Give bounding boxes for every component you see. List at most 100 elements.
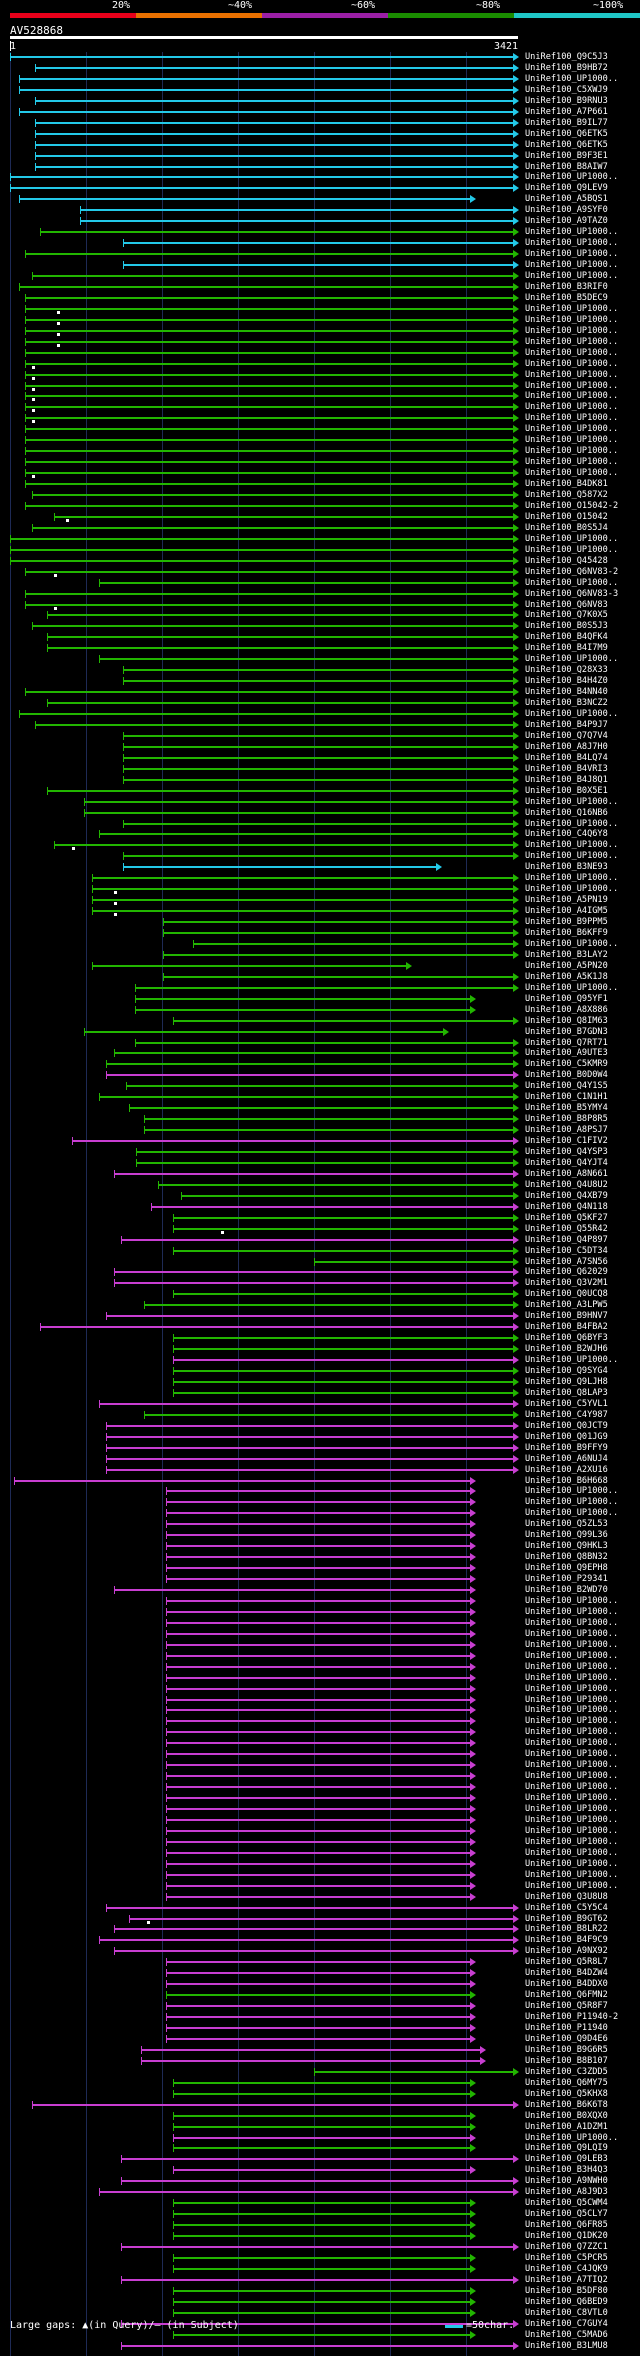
hit-alignment-bar[interactable]	[180, 1194, 514, 1197]
hit-row[interactable]: UniRef100_UP1000..	[0, 1782, 640, 1793]
hit-row[interactable]: UniRef100_B9PPM5	[0, 917, 640, 928]
hit-alignment-bar[interactable]	[165, 1862, 471, 1865]
hit-label[interactable]: UniRef100_UP1000..	[525, 260, 619, 271]
hit-row[interactable]: UniRef100_UP1000..	[0, 1848, 640, 1859]
hit-alignment-bar[interactable]	[54, 844, 514, 847]
hit-row[interactable]: UniRef100_UP1000..	[0, 1629, 640, 1640]
hit-row[interactable]: UniRef100_B9RNU3	[0, 96, 640, 107]
hit-alignment-bar[interactable]	[173, 2147, 471, 2150]
hit-row[interactable]: UniRef100_A4IGM5	[0, 906, 640, 917]
hit-alignment-bar[interactable]	[143, 1304, 514, 1307]
hit-row[interactable]: UniRef100_UP1000..	[0, 654, 640, 665]
hit-row[interactable]: UniRef100_UP1000..	[0, 402, 640, 413]
hit-label[interactable]: UniRef100_Q9LEV9	[525, 183, 608, 194]
hit-alignment-bar[interactable]	[162, 921, 514, 924]
hit-label[interactable]: UniRef100_A7TIQ2	[525, 2274, 608, 2285]
hit-label[interactable]: UniRef100_A5K1J8	[525, 971, 608, 982]
hit-row[interactable]: UniRef100_P29341	[0, 1574, 640, 1585]
hit-alignment-bar[interactable]	[10, 187, 514, 190]
hit-row[interactable]: UniRef100_B4J8Q1	[0, 775, 640, 786]
hit-alignment-bar[interactable]	[18, 713, 514, 715]
hit-row[interactable]: UniRef100_UP1000..	[0, 370, 640, 381]
hit-label[interactable]: UniRef100_Q3U8U8	[525, 1891, 608, 1902]
hit-label[interactable]: UniRef100_Q8IM63	[525, 1015, 608, 1026]
hit-alignment-bar[interactable]	[165, 1961, 471, 1964]
hit-row[interactable]: UniRef100_Q6ETK5	[0, 129, 640, 140]
hit-label[interactable]: UniRef100_Q6NV83-2	[525, 566, 619, 577]
hit-row[interactable]: UniRef100_Q9SYG4	[0, 1366, 640, 1377]
hit-row[interactable]: UniRef100_B5DEC9	[0, 293, 640, 304]
hit-label[interactable]: UniRef100_C7GUY4	[525, 2318, 608, 2329]
hit-label[interactable]: UniRef100_A1DZM1	[525, 2121, 608, 2132]
hit-row[interactable]: UniRef100_Q6ETK5	[0, 140, 640, 151]
hit-row[interactable]: UniRef100_B8LR22	[0, 1924, 640, 1935]
hit-row[interactable]: UniRef100_C5DT34	[0, 1246, 640, 1257]
hit-label[interactable]: UniRef100_P11940-2	[525, 2012, 619, 2023]
hit-alignment-bar[interactable]	[165, 1632, 471, 1635]
hit-row[interactable]: UniRef100_B4DK81	[0, 479, 640, 490]
hit-alignment-bar[interactable]	[165, 1753, 471, 1756]
hit-label[interactable]: UniRef100_C1FIV2	[525, 1136, 608, 1147]
hit-label[interactable]: UniRef100_Q6ETK5	[525, 139, 608, 150]
hit-label[interactable]: UniRef100_Q28X33	[525, 665, 608, 676]
hit-row[interactable]: UniRef100_Q9EPH8	[0, 1563, 640, 1574]
hit-alignment-bar[interactable]	[35, 121, 514, 124]
hit-label[interactable]: UniRef100_B6H668	[525, 1475, 608, 1486]
hit-row[interactable]: UniRef100_UP1000..	[0, 326, 640, 337]
hit-row[interactable]: UniRef100_Q9D4E6	[0, 2034, 640, 2045]
hit-alignment-bar[interactable]	[24, 296, 514, 299]
hit-label[interactable]: UniRef100_Q5CWM4	[525, 2198, 608, 2209]
hit-label[interactable]: UniRef100_UP1000..	[525, 1847, 619, 1858]
hit-row[interactable]: UniRef100_Q3U8U8	[0, 1892, 640, 1903]
hit-row[interactable]: UniRef100_Q8IM63	[0, 1016, 640, 1027]
hit-label[interactable]: UniRef100_UP1000..	[525, 172, 619, 183]
hit-alignment-bar[interactable]	[162, 953, 514, 956]
hit-label[interactable]: UniRef100_UP1000..	[525, 1825, 619, 1836]
hit-label[interactable]: UniRef100_UP1000..	[525, 249, 619, 260]
hit-row[interactable]: UniRef100_C8VTL0	[0, 2308, 640, 2319]
hit-alignment-bar[interactable]	[165, 1731, 471, 1734]
hit-row[interactable]: UniRef100_Q7Q7V4	[0, 731, 640, 742]
hit-alignment-bar[interactable]	[24, 307, 514, 310]
hit-alignment-bar[interactable]	[24, 253, 514, 256]
hit-alignment-bar[interactable]	[121, 1238, 514, 1241]
hit-label[interactable]: UniRef100_B8P8R5	[525, 1114, 608, 1125]
hit-row[interactable]: UniRef100_B9FFY9	[0, 1443, 640, 1454]
hit-row[interactable]: UniRef100_Q5R8L7	[0, 1957, 640, 1968]
hit-alignment-bar[interactable]	[173, 2256, 471, 2259]
hit-row[interactable]: UniRef100_B0S5J3	[0, 621, 640, 632]
hit-row[interactable]: UniRef100_C5Y5C4	[0, 1903, 640, 1914]
hit-alignment-bar[interactable]	[314, 1260, 514, 1263]
hit-label[interactable]: UniRef100_UP1000..	[525, 391, 619, 402]
hit-alignment-bar[interactable]	[39, 1326, 514, 1329]
hit-alignment-bar[interactable]	[173, 1337, 514, 1340]
hit-row[interactable]: UniRef100_UP1000..	[0, 1497, 640, 1508]
hit-label[interactable]: UniRef100_B8B107	[525, 2055, 608, 2066]
hit-row[interactable]: UniRef100_UP1000..	[0, 1662, 640, 1673]
hit-row[interactable]: UniRef100_UP1000..	[0, 1684, 640, 1695]
hit-label[interactable]: UniRef100_B3NCZ2	[525, 698, 608, 709]
hit-label[interactable]: UniRef100_C4JQK9	[525, 2263, 608, 2274]
hit-row[interactable]: UniRef100_Q0UCQ8	[0, 1289, 640, 1300]
hit-alignment-bar[interactable]	[165, 1578, 471, 1581]
hit-alignment-bar[interactable]	[32, 2103, 514, 2106]
hit-alignment-bar[interactable]	[165, 1895, 471, 1898]
hit-row[interactable]: UniRef100_A8J7H0	[0, 742, 640, 753]
hit-label[interactable]: UniRef100_Q4YSP3	[525, 1147, 608, 1157]
hit-alignment-bar[interactable]	[134, 1008, 471, 1011]
hit-row[interactable]: UniRef100_UP1000..	[0, 249, 640, 260]
hit-row[interactable]: UniRef100_UP1000..	[0, 413, 640, 424]
hit-label[interactable]: UniRef100_UP1000..	[525, 325, 619, 336]
hit-label[interactable]: UniRef100_UP1000..	[525, 1617, 619, 1628]
hit-label[interactable]: UniRef100_Q9LQI9	[525, 2143, 608, 2154]
hit-row[interactable]: UniRef100_Q6MY75	[0, 2078, 640, 2089]
hit-label[interactable]: UniRef100_A5PN19	[525, 895, 608, 906]
hit-label[interactable]: UniRef100_A7P661	[525, 106, 608, 117]
hit-row[interactable]: UniRef100_UP1000..	[0, 1651, 640, 1662]
hit-label[interactable]: UniRef100_Q3V2M1	[525, 1278, 608, 1289]
hit-row[interactable]: UniRef100_B0D0W4	[0, 1070, 640, 1081]
hit-label[interactable]: UniRef100_A8J9D3	[525, 2187, 608, 2198]
hit-alignment-bar[interactable]	[122, 866, 437, 869]
hit-alignment-bar[interactable]	[165, 1884, 471, 1887]
hit-row[interactable]: UniRef100_A9NX92	[0, 1946, 640, 1957]
